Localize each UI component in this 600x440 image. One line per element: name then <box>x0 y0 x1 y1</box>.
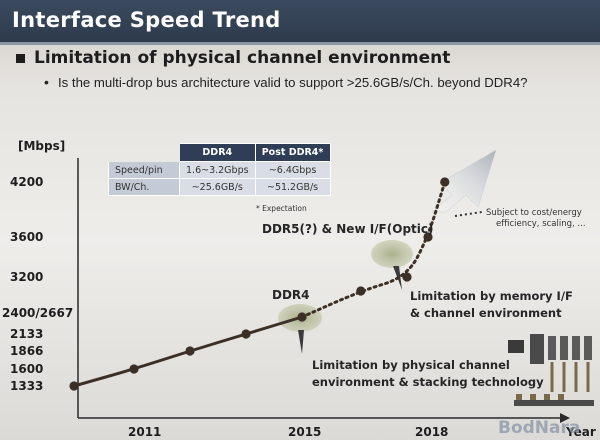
ddr4-label: DDR4 <box>272 288 310 302</box>
data-point <box>423 232 433 242</box>
note-dotted-marker <box>454 211 483 217</box>
data-point <box>129 364 139 374</box>
spec-table: DDR4 Post DDR4* Speed/pin 1.6~3.2Gbps ~6… <box>108 143 331 196</box>
x-tick-label: 2018 <box>415 425 448 439</box>
y-tick-label: 1600 <box>10 362 43 376</box>
table-header-cell <box>109 144 180 162</box>
data-point <box>402 272 412 282</box>
table-cell: 1.6~3.2Gbps <box>179 161 256 179</box>
table-cell: ~51.2GB/s <box>254 178 331 196</box>
y-tick-label: 1333 <box>10 379 43 393</box>
bullet-dot-icon: • <box>44 74 49 90</box>
limit-physical-line2: environment & stacking technology <box>312 375 544 389</box>
table-row: Speed/pin 1.6~3.2Gbps ~6.4Gbps <box>108 161 331 179</box>
data-point <box>241 329 251 339</box>
x-tick-label: 2015 <box>288 425 321 439</box>
y-axis-label: [Mbps] <box>18 139 65 153</box>
y-tick-label: 4200 <box>10 175 43 189</box>
slide-title: Interface Speed Trend <box>12 8 281 32</box>
data-point <box>356 286 366 296</box>
data-point <box>297 312 307 322</box>
projection-note-line: Subject to cost/energy <box>486 208 582 218</box>
trend-arrow-icon <box>431 149 497 213</box>
watermark-logo: BodNara <box>498 418 581 438</box>
table-cell: ~6.4Gbps <box>254 161 331 179</box>
bullet-square-icon <box>16 54 25 63</box>
y-tick-label: 3200 <box>10 270 43 284</box>
limit-physical-line1: Limitation by physical channel <box>312 358 510 372</box>
limit-memory-line1: Limitation by memory I/F <box>410 289 573 303</box>
table-row-header: Speed/pin <box>108 161 180 179</box>
table-header-cell: Post DDR4* <box>254 143 331 162</box>
y-tick-label: 1866 <box>10 344 43 358</box>
trend-line-solid <box>72 315 304 388</box>
y-tick-label: 2400/2667 <box>2 306 73 320</box>
section-heading: Limitation of physical channel environme… <box>34 48 451 68</box>
limit-memory-line2: & channel environment <box>410 306 562 320</box>
table-cell: ~25.6GB/s <box>179 178 256 196</box>
module-diagram-icon <box>508 334 594 406</box>
title-underline <box>0 42 600 45</box>
y-tick-label: 2133 <box>10 327 43 341</box>
projection-note-line: efficiency, scaling, ... <box>496 219 586 229</box>
table-header-cell: DDR4 <box>179 143 256 162</box>
data-point <box>440 177 450 187</box>
data-point <box>185 346 195 356</box>
title-bar <box>0 0 600 44</box>
table-row: BW/Ch. ~25.6GB/s ~51.2GB/s <box>108 178 331 196</box>
memory-if-highlight <box>371 240 413 268</box>
data-point <box>69 381 79 391</box>
ddr4-pointer-icon <box>298 330 304 354</box>
section-subheading: Is the multi-drop bus architecture valid… <box>58 75 528 90</box>
ddr5-label: DDR5(?) & New I/F(Optic) <box>262 222 433 236</box>
x-tick-label: 2011 <box>128 425 161 439</box>
projection-note: Subject to cost/energy efficiency, scali… <box>486 208 586 230</box>
y-tick-label: 3600 <box>10 230 43 244</box>
table-row-header: BW/Ch. <box>108 178 180 196</box>
x-axis-arrow-icon <box>560 413 570 423</box>
x-axis-label: Year <box>565 425 596 439</box>
table-footnote: * Expectation <box>256 204 307 213</box>
table-header-row: DDR4 Post DDR4* <box>109 143 331 162</box>
